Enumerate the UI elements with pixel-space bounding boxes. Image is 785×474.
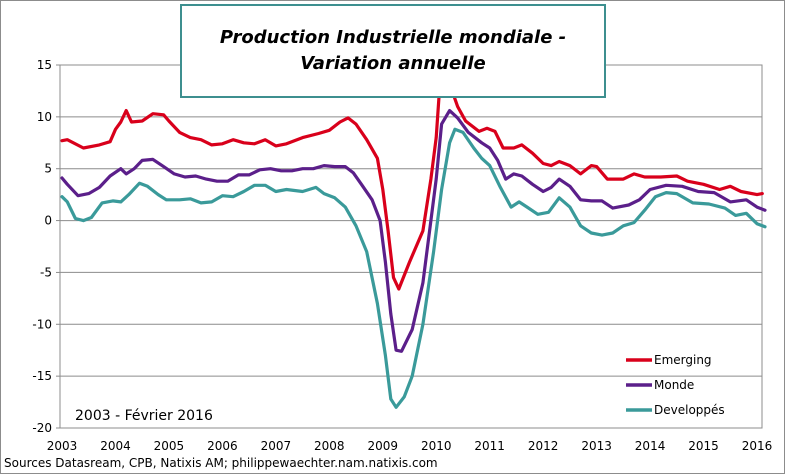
chart-title-line-1: Production Industrielle mondiale - [219,27,567,48]
x-tick-label: 2011 [474,439,505,453]
y-tick-label: -20 [32,421,52,435]
y-tick-label: 0 [44,214,52,228]
legend-label: Emerging [654,353,712,367]
x-tick-label: 2014 [635,439,666,453]
period-annotation: 2003 - Février 2016 [75,408,213,424]
x-tick-label: 2007 [261,439,292,453]
chart-title-line-2: Variation annuelle [300,53,486,74]
x-tick-label: 2006 [207,439,238,453]
legend-label: Monde [654,378,694,392]
x-tick-label: 2016 [742,439,773,453]
x-tick-label: 2009 [367,439,398,453]
x-tick-label: 2003 [47,439,78,453]
legend-label: Developpés [654,403,725,417]
sources-note: Sources Datasream, CPB, Natixis AM; phil… [4,456,438,470]
x-tick-label: 2010 [421,439,452,453]
y-tick-label: -5 [40,265,52,279]
series-line-monde [60,109,767,353]
x-tick-label: 2012 [528,439,559,453]
x-tick-label: 2004 [100,439,131,453]
y-tick-label: -15 [32,369,52,383]
y-tick-label: 5 [44,162,52,176]
y-tick-label: 15 [37,58,52,72]
x-tick-label: 2005 [154,439,185,453]
y-tick-label: 10 [37,110,52,124]
x-tick-label: 2015 [688,439,719,453]
series-line-emerging [60,75,764,291]
x-tick-label: 2008 [314,439,345,453]
plot-area [59,64,763,429]
chart-title-box: Production Industrielle mondiale - Varia… [180,4,606,98]
series-line-developpés [60,127,767,409]
x-tick-label: 2013 [581,439,612,453]
y-tick-label: -10 [32,317,52,331]
